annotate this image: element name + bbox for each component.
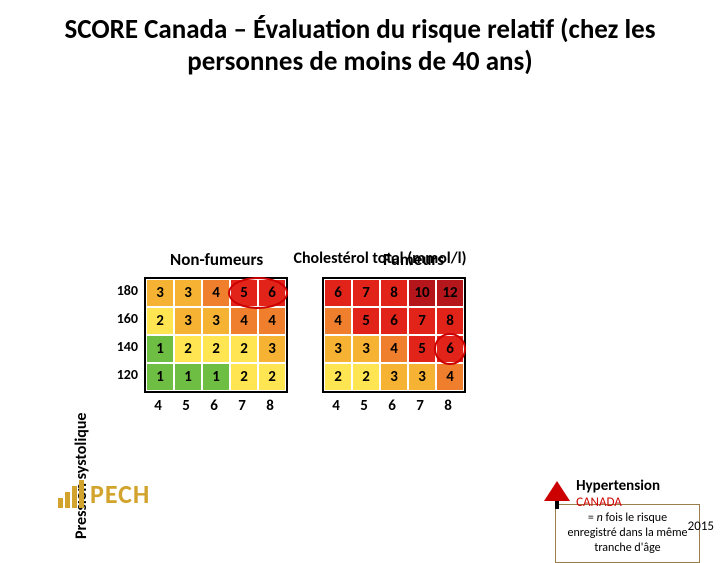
heat-cell: 2: [352, 363, 380, 391]
col-label: 8: [434, 397, 462, 415]
heat-cell: 6: [436, 335, 464, 363]
heat-cell: 1: [174, 363, 202, 391]
heat-cell: 3: [324, 335, 352, 363]
heat-cell: 3: [174, 307, 202, 335]
row-labels: 180160140120: [110, 277, 138, 415]
heat-cell: 5: [408, 335, 436, 363]
heat-cell: 3: [258, 335, 286, 363]
heat-cell: 3: [408, 363, 436, 391]
heat-cell: 8: [436, 307, 464, 335]
heat-cell: 4: [258, 307, 286, 335]
heat-cell: 8: [380, 279, 408, 307]
col-label: 5: [350, 397, 378, 415]
heat-cell: 12: [436, 279, 464, 307]
col-labels-s: 45678: [322, 397, 466, 415]
pech-bars-icon: [58, 480, 84, 508]
row-label: 180: [110, 277, 138, 305]
heat-cell: 4: [380, 335, 408, 363]
heat-cell: 7: [352, 279, 380, 307]
header-smokers: Fumeurs: [383, 249, 444, 270]
heat-cell: 6: [324, 279, 352, 307]
col-label: 4: [322, 397, 350, 415]
content-region: Non-fumeurs Fumeurs Pression systolique …: [0, 249, 720, 268]
col-label: 8: [256, 397, 284, 415]
pech-logo: PECH: [58, 478, 150, 510]
heat-cell: 1: [146, 363, 174, 391]
heat-cell: 3: [380, 363, 408, 391]
x-axis-label: Cholestérol total (mmol/l): [40, 249, 720, 268]
heat-cell: 3: [352, 335, 380, 363]
smokers-grid: 6781012456783345622334 45678: [322, 277, 466, 415]
maple-leaf-icon: [544, 481, 570, 507]
hc-hypertension: Hypertension: [576, 477, 660, 495]
col-label: 6: [378, 397, 406, 415]
heat-cell: 2: [146, 307, 174, 335]
heat-cell: 4: [436, 363, 464, 391]
row-label: 140: [110, 333, 138, 361]
col-label: 7: [228, 397, 256, 415]
hypertension-canada-logo: Hypertension CANADA: [544, 477, 660, 510]
y-axis-label: Pression systolique: [72, 412, 91, 538]
heat-cell: 3: [174, 279, 202, 307]
heat-cell: 2: [202, 335, 230, 363]
heat-cell: 3: [202, 307, 230, 335]
slide-title: SCORE Canada – Évaluation du risque rela…: [0, 0, 720, 85]
heat-cell: 2: [258, 363, 286, 391]
hc-canada: CANADA: [576, 495, 660, 510]
legend-note: = n fois le risque enregistré dans la mê…: [555, 504, 700, 563]
col-label: 5: [172, 397, 200, 415]
heat-cell: 6: [380, 307, 408, 335]
heat-cell: 3: [146, 279, 174, 307]
row-label: 160: [110, 305, 138, 333]
heatmap-grids: 180160140120 33456233441222311122 45678 …: [110, 277, 466, 415]
heat-cell: 1: [146, 335, 174, 363]
heat-cell: 5: [352, 307, 380, 335]
col-label: 4: [144, 397, 172, 415]
year-label: 2015: [688, 519, 714, 534]
heat-cell: 10: [408, 279, 436, 307]
heat-cell: 4: [202, 279, 230, 307]
col-labels-ns: 45678: [144, 397, 288, 415]
col-label: 6: [200, 397, 228, 415]
heat-cell: 1: [202, 363, 230, 391]
row-label: 120: [110, 361, 138, 389]
header-nonsmokers: Non-fumeurs: [170, 249, 263, 270]
heat-cell: 2: [230, 335, 258, 363]
heat-cell: 5: [230, 279, 258, 307]
col-label: 7: [406, 397, 434, 415]
heat-cell: 4: [324, 307, 352, 335]
heat-cell: 2: [174, 335, 202, 363]
heat-cell: 7: [408, 307, 436, 335]
heat-cell: 6: [258, 279, 286, 307]
heat-cell: 2: [324, 363, 352, 391]
pech-text: PECH: [90, 478, 150, 510]
heat-cell: 2: [230, 363, 258, 391]
heat-cell: 4: [230, 307, 258, 335]
nonsmokers-grid: 33456233441222311122 45678: [144, 277, 288, 415]
